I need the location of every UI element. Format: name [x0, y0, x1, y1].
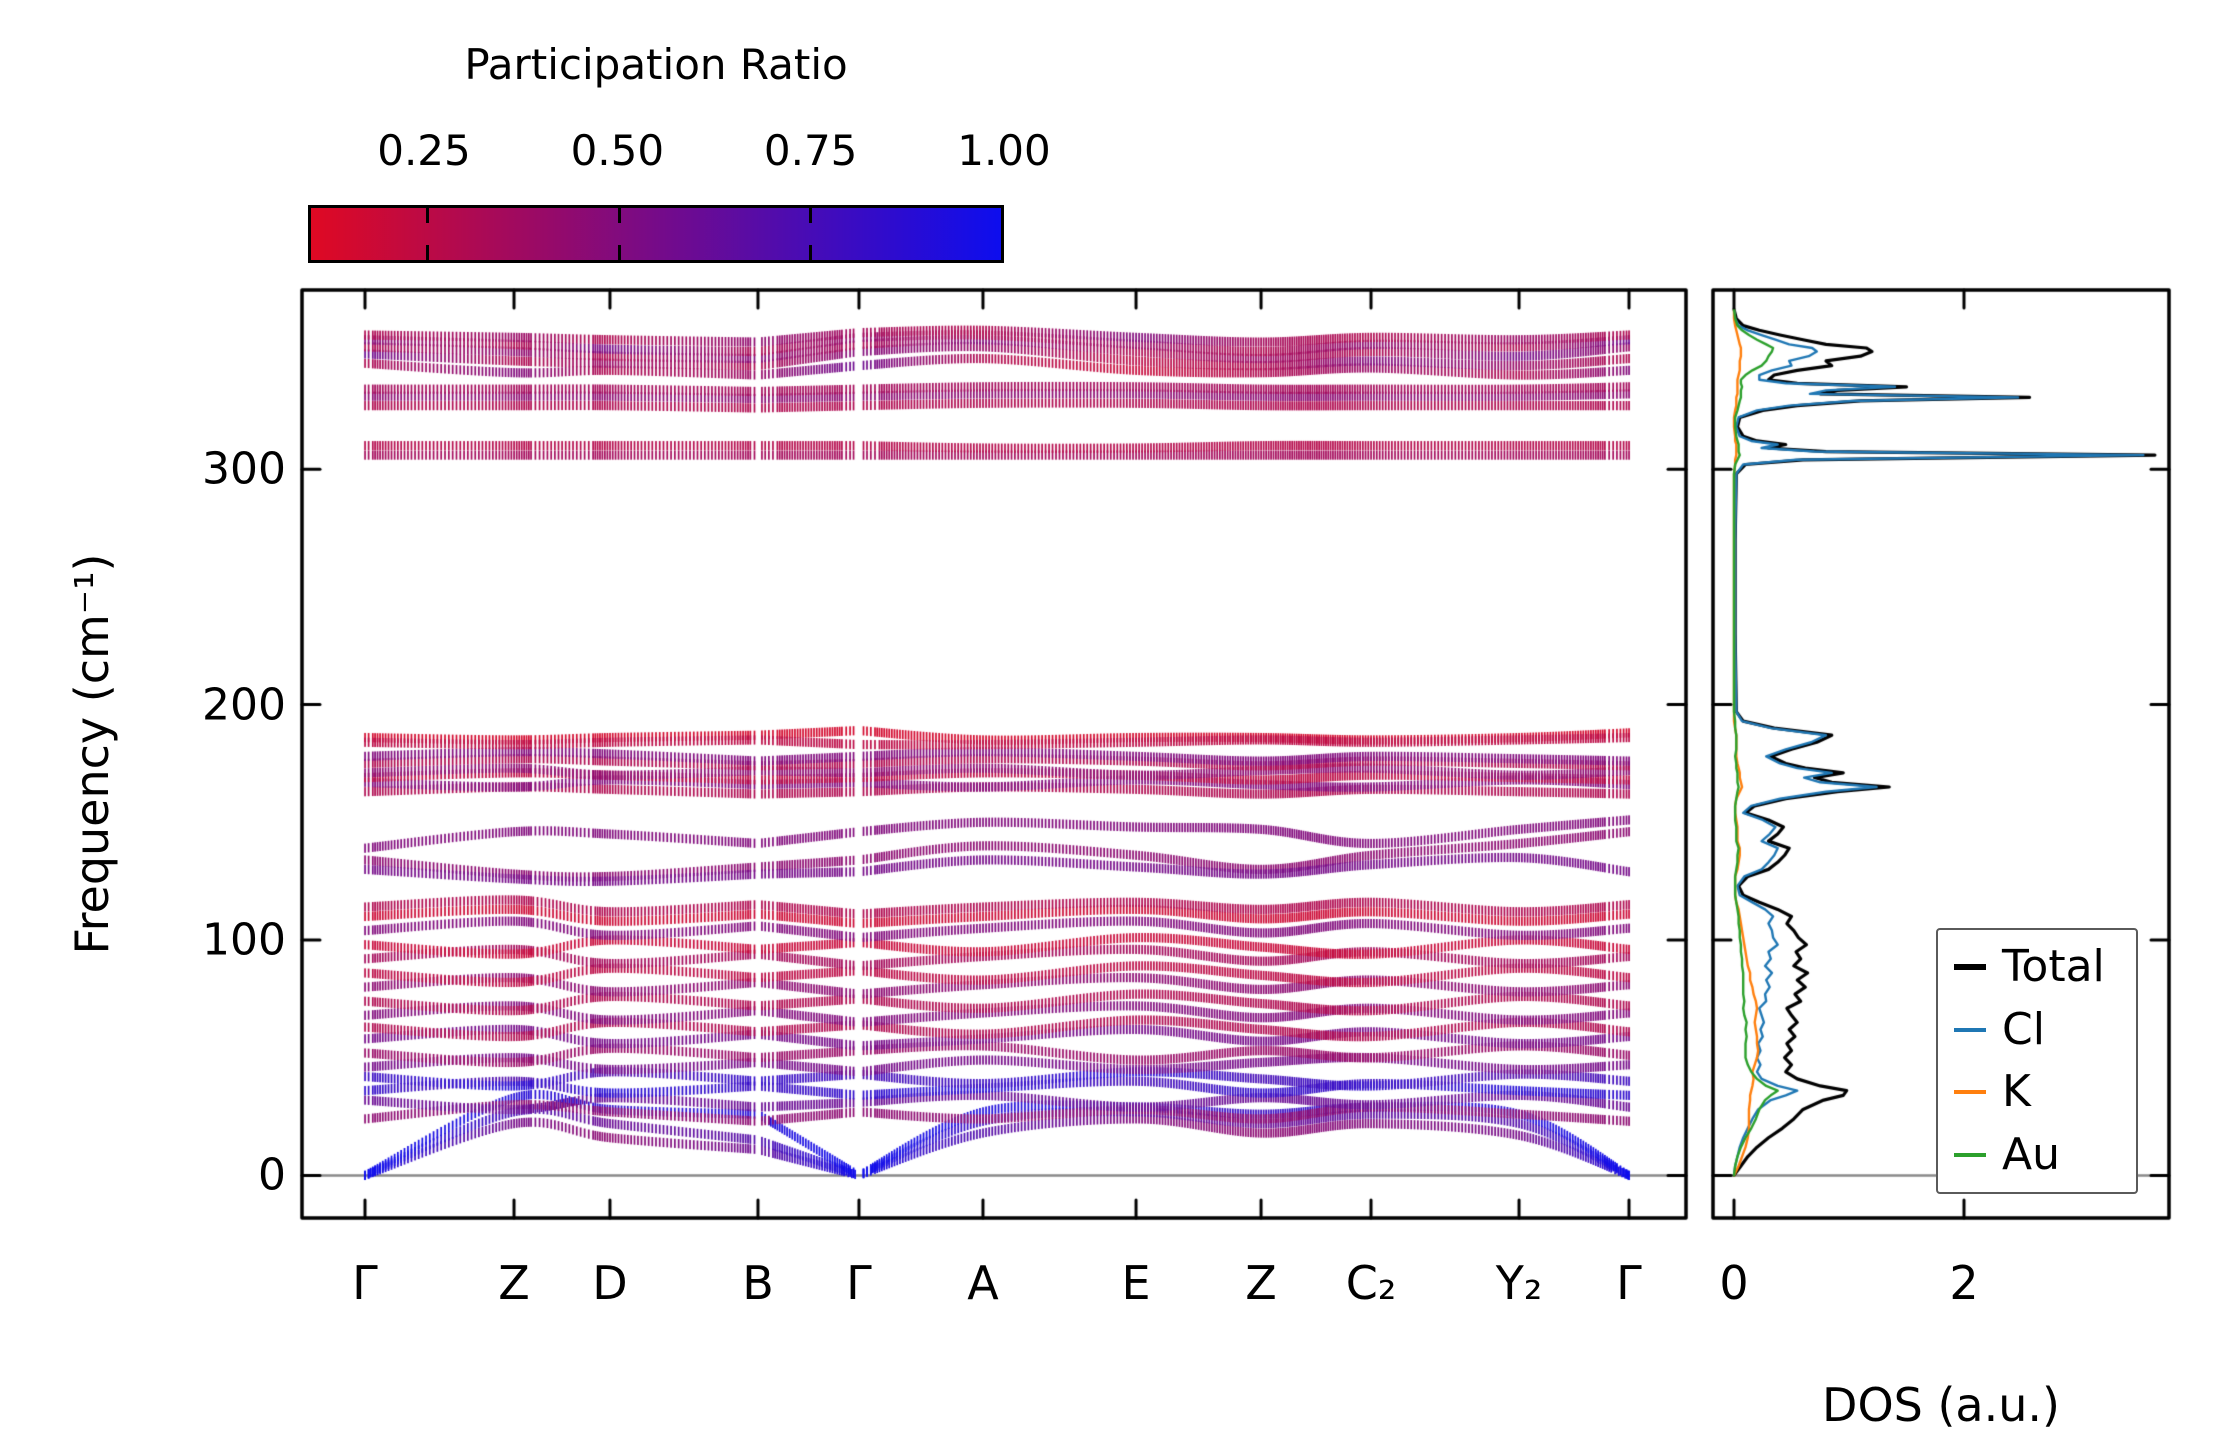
- y-tick-label: 100: [202, 914, 286, 966]
- legend-line-swatch: [1954, 1027, 1986, 1032]
- dos-axis-label: DOS (a.u.): [1822, 1378, 2060, 1432]
- y-tick-label: 0: [258, 1149, 286, 1201]
- k-point-label: Z: [498, 1256, 530, 1310]
- colorbar-tick: [426, 208, 429, 223]
- y-tick-label: 300: [202, 443, 286, 495]
- legend-item: K: [1954, 1070, 2136, 1114]
- colorbar-tick-label: 1.00: [957, 126, 1051, 175]
- y-axis-label: Frequency (cm⁻¹): [65, 553, 119, 955]
- legend-line-swatch: [1954, 964, 1986, 971]
- colorbar-title: Participation Ratio: [464, 40, 848, 89]
- k-point-label: C₂: [1345, 1256, 1397, 1310]
- k-point-label: Γ: [846, 1256, 872, 1310]
- legend: Total Cl K Au: [1936, 928, 2138, 1194]
- colorbar-tick: [617, 208, 621, 223]
- colorbar-tick: [617, 245, 621, 260]
- colorbar: [308, 205, 1004, 263]
- legend-label: K: [2002, 1066, 2031, 1118]
- colorbar-tick: [809, 208, 813, 223]
- k-point-label: Z: [1245, 1256, 1277, 1310]
- colorbar-tick: [426, 245, 429, 260]
- k-point-label: A: [967, 1256, 999, 1310]
- colorbar-tick-label: 0.75: [763, 126, 858, 175]
- dos-tick-label: 0: [1719, 1256, 1749, 1310]
- k-point-label: Y₂: [1495, 1256, 1543, 1310]
- legend-label: Cl: [2002, 1003, 2045, 1055]
- k-point-label: Γ: [1616, 1256, 1642, 1310]
- colorbar-tick: [809, 245, 813, 260]
- legend-label: Au: [2002, 1128, 2060, 1180]
- legend-line-swatch: [1954, 1152, 1986, 1157]
- colorbar-tick-label: 0.25: [377, 126, 471, 175]
- legend-item: Total: [1954, 945, 2136, 989]
- dos-tick-label: 2: [1949, 1256, 1979, 1310]
- k-point-label: B: [742, 1256, 774, 1310]
- legend-line-swatch: [1954, 1090, 1986, 1095]
- legend-label: Total: [2002, 941, 2105, 993]
- legend-item: Cl: [1954, 1003, 2136, 1055]
- y-tick-label: 200: [202, 679, 286, 731]
- colorbar-tick-label: 0.50: [570, 126, 665, 175]
- k-point-label: D: [592, 1256, 628, 1310]
- k-point-label: Γ: [352, 1256, 378, 1310]
- k-point-label: E: [1121, 1256, 1151, 1310]
- legend-item: Au: [1954, 1128, 2136, 1180]
